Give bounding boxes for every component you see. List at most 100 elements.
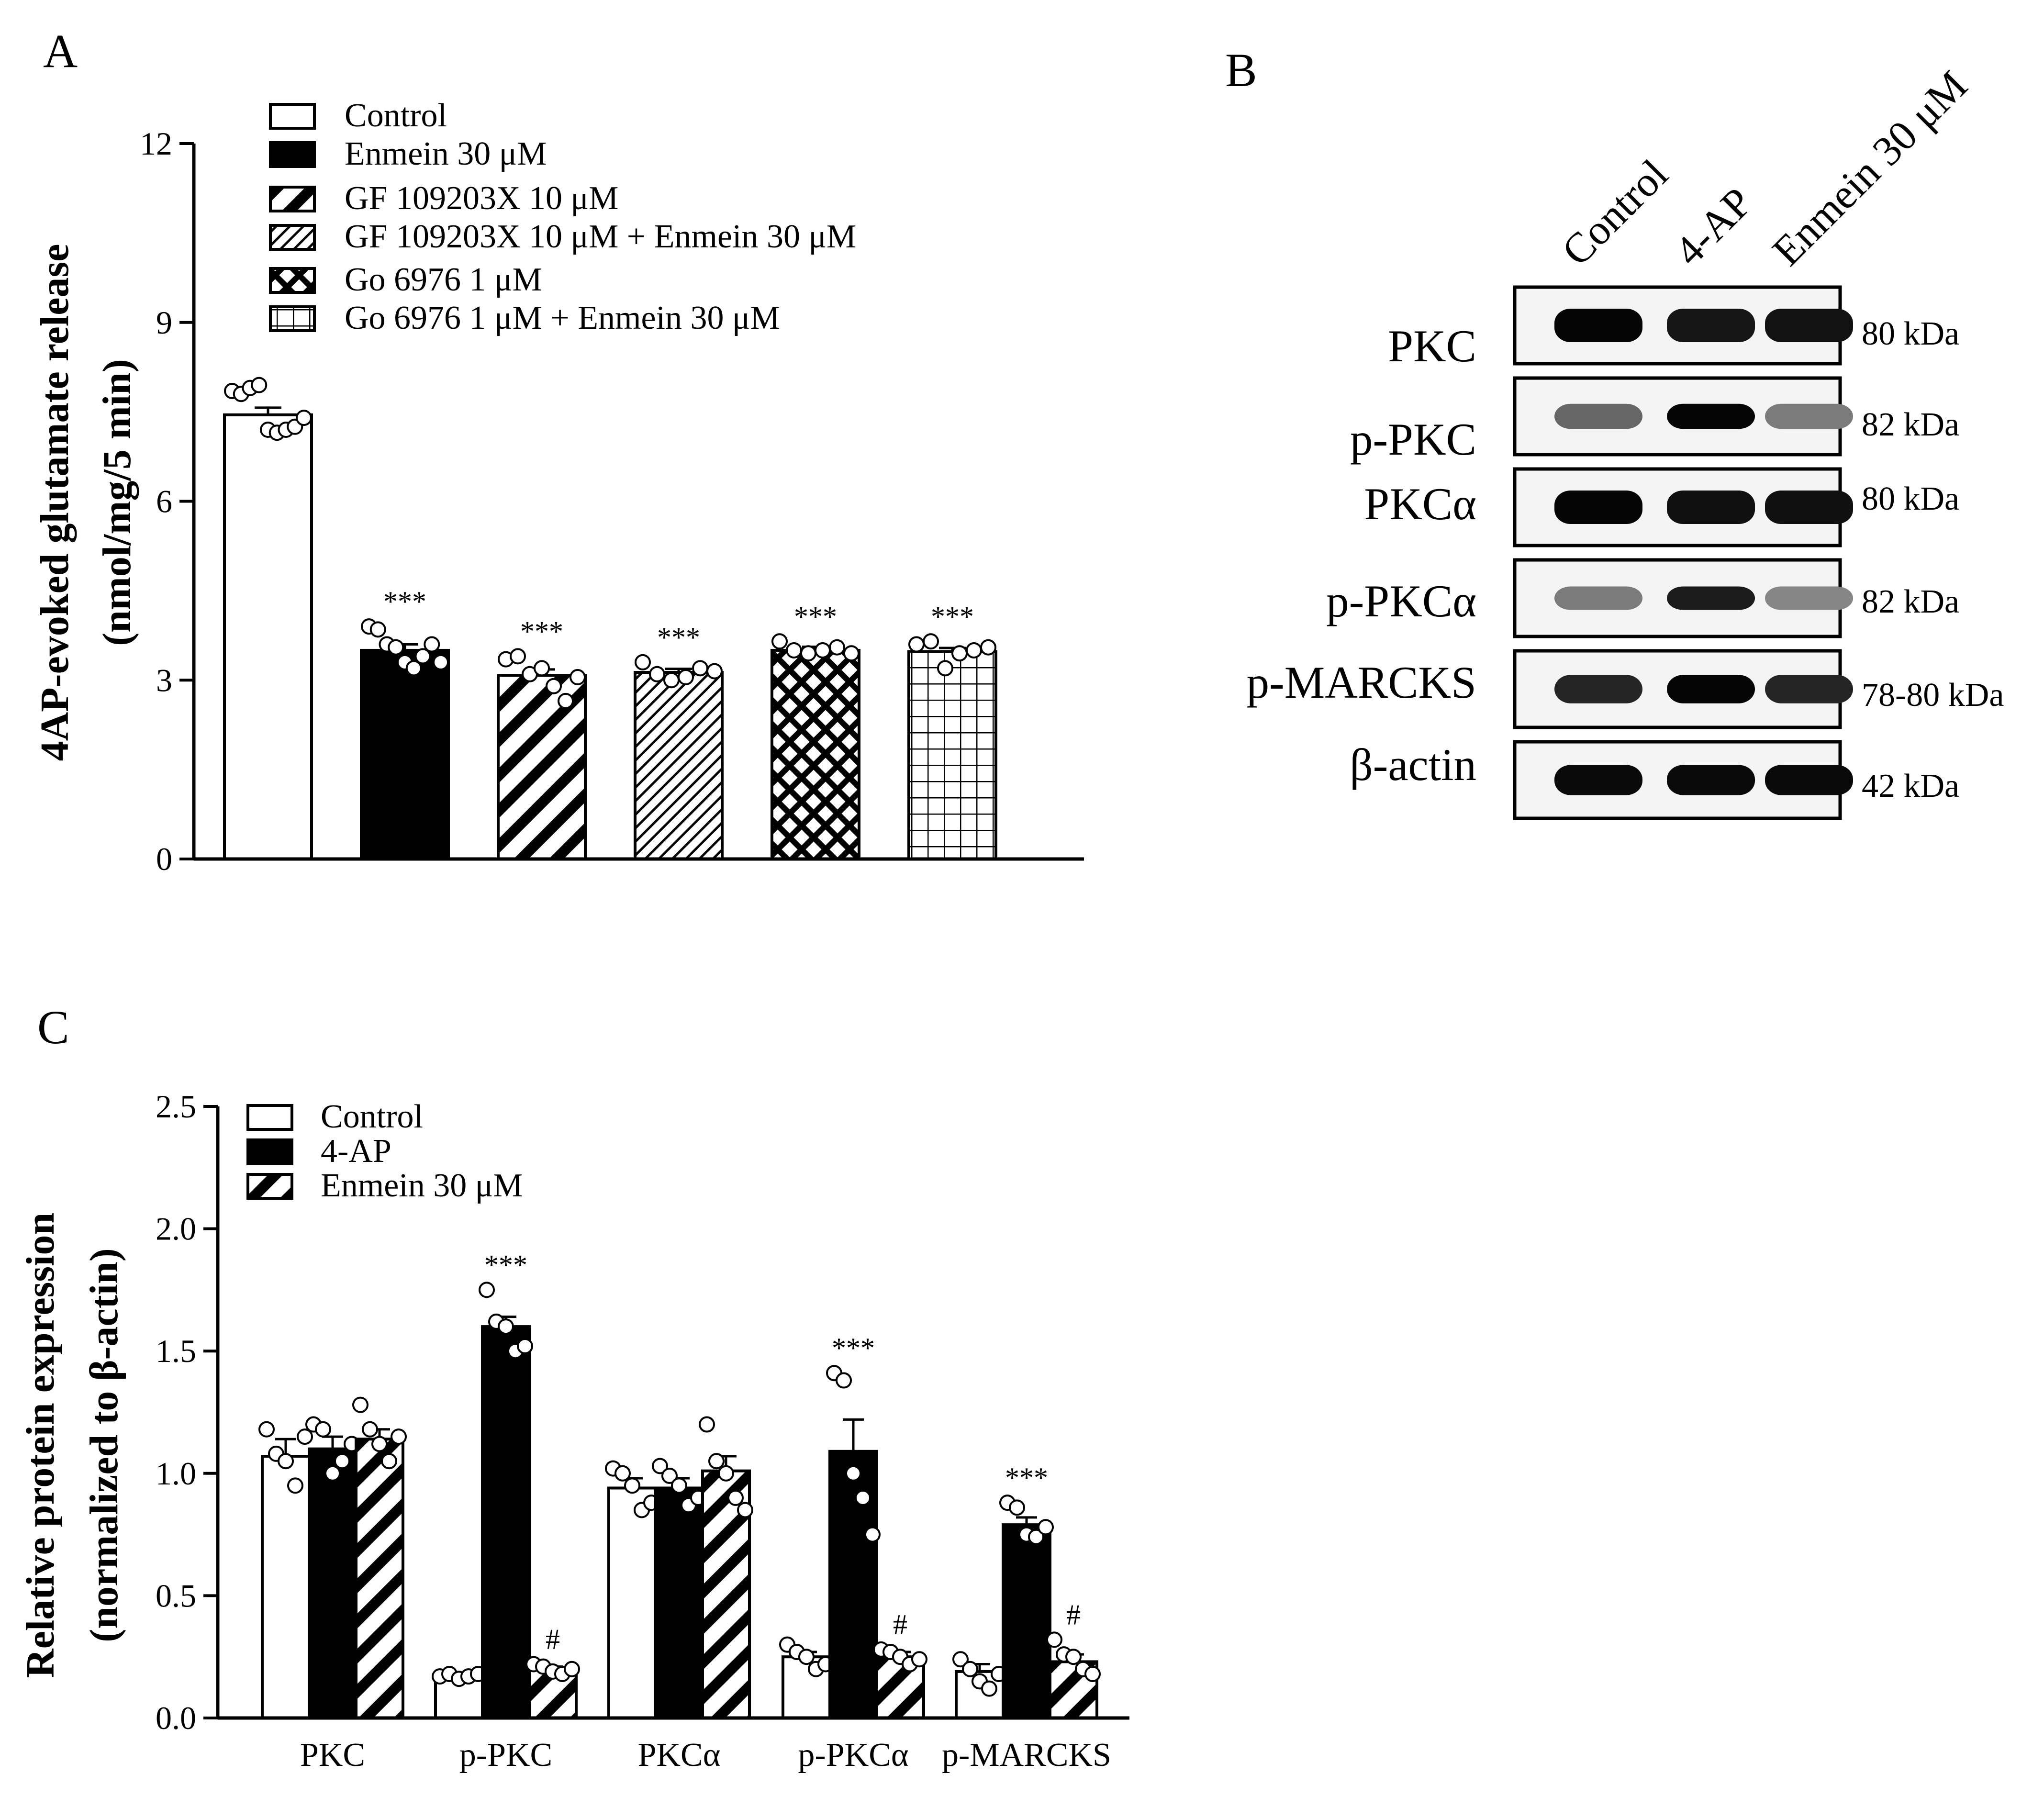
chart-c-legend-label: Control xyxy=(321,1098,423,1135)
chart-c-ytick-label: 0.5 xyxy=(156,1577,196,1614)
chart-a-bar xyxy=(223,413,313,860)
chart-a-data-point xyxy=(678,669,694,686)
chart-a-data-point xyxy=(908,636,925,653)
chart-a-significance: *** xyxy=(520,615,563,647)
chart-a-legend-label: Go 6976 1 μM + Enmein 30 μM xyxy=(345,300,780,336)
blot-band xyxy=(1667,765,1755,795)
chart-c-bar xyxy=(355,1438,404,1719)
chart-c-legend-swatch xyxy=(246,1173,293,1200)
chart-a-legend-swatch xyxy=(269,224,316,251)
chart-c-bar xyxy=(654,1486,704,1719)
blot-protein-label: p-PKCα xyxy=(1326,576,1476,626)
chart-c-data-point xyxy=(699,1416,715,1433)
chart-c-data-point xyxy=(278,1453,294,1470)
chart-c-ylabel-line1: Relative protein expression xyxy=(18,1213,63,1678)
chart-a-legend-swatch xyxy=(269,141,316,168)
chart-a-data-point xyxy=(786,642,802,658)
chart-a-legend-swatch xyxy=(269,267,316,294)
chart-c-data-point xyxy=(1084,1665,1101,1682)
chart-a-ytick-label: 3 xyxy=(156,662,172,698)
chart-c-bar xyxy=(607,1486,657,1719)
panel-label-b: B xyxy=(1225,44,1257,97)
chart-c-data-point xyxy=(652,1458,668,1474)
chart-a-data-point xyxy=(388,639,404,656)
chart-a-data-point xyxy=(424,636,440,653)
blot-band xyxy=(1765,491,1853,524)
chart-c-data-point xyxy=(371,1436,388,1452)
chart-a-legend-label: Go 6976 1 μM xyxy=(345,261,542,298)
chart-c-ytick-label: 1.0 xyxy=(156,1455,196,1492)
chart-c-bar xyxy=(261,1455,311,1720)
chart-a-bars: *** *** *** *** *** xyxy=(223,377,997,861)
chart-c-data-point xyxy=(864,1526,881,1543)
chart-c-legend-label: 4-AP xyxy=(321,1133,391,1170)
blot-band xyxy=(1554,675,1642,703)
chart-c-data-point xyxy=(708,1453,725,1470)
chart-a-data-point xyxy=(692,660,708,677)
chart-a-data-point xyxy=(980,639,996,656)
chart-c-data-point xyxy=(391,1428,407,1445)
chart-a-ytick-label: 0 xyxy=(156,841,172,877)
chart-c-data-point xyxy=(564,1661,580,1677)
chart-c-bar xyxy=(481,1325,531,1720)
chart-a-data-point xyxy=(951,645,968,662)
chart-c-significance: # xyxy=(546,1624,560,1655)
chart-a-data-point xyxy=(534,660,550,677)
chart-a-legend-label: GF 109203X 10 μM xyxy=(345,180,618,217)
chart-c-data-point xyxy=(962,1661,978,1677)
chart-c-bar xyxy=(1002,1523,1051,1720)
chart-c-data-point xyxy=(315,1421,331,1438)
chart-a-data-point xyxy=(843,645,860,662)
chart-c-axes: 0.0 0.5 1.0 1.5 2.0 2.5 PKC p-PKC PKCα p-PKCα p-MA… xyxy=(156,1088,1129,1774)
chart-c-ytick-label: 1.5 xyxy=(156,1333,196,1369)
chart-a-legend-label: GF 109203X 10 μM + Enmein 30 μM xyxy=(345,218,856,255)
blot-kda-label: 80 kDa xyxy=(1862,480,1959,517)
chart-c-bar xyxy=(828,1450,878,1719)
chart-a-data-point xyxy=(663,672,680,689)
chart-c-data-point xyxy=(258,1421,275,1438)
blot-band xyxy=(1667,403,1755,429)
chart-c-data-point xyxy=(661,1467,678,1484)
chart-c-data-point xyxy=(1065,1649,1082,1665)
chart-c-data-point xyxy=(911,1651,927,1668)
chart-a-significance: *** xyxy=(383,586,426,617)
blot-band xyxy=(1554,586,1642,610)
chart-a-data-point xyxy=(405,660,422,677)
chart-c-data-point xyxy=(517,1338,533,1354)
chart-c-data-point xyxy=(1028,1528,1044,1545)
chart-a-data-point xyxy=(800,645,816,662)
blot-protein-label: p-MARCKS xyxy=(1247,657,1476,708)
chart-c-data-point xyxy=(324,1465,341,1482)
chart-a-data-point xyxy=(966,642,982,658)
chart-c-bar xyxy=(308,1447,357,1719)
blot-lane-label: 4-AP xyxy=(1666,179,1762,275)
blot-protein-label: PKC xyxy=(1388,321,1476,371)
chart-c-data-point xyxy=(297,1428,313,1445)
chart-c-category-label: p-PKC xyxy=(459,1737,552,1774)
chart-a-axes: 0 3 6 9 12 xyxy=(140,125,1084,877)
chart-c-significance: *** xyxy=(484,1249,527,1281)
chart-a-data-point xyxy=(923,633,939,650)
blot-kda-label: 42 kDa xyxy=(1862,768,1959,804)
chart-c-data-point xyxy=(952,1651,969,1668)
blot-protein-label: PKCα xyxy=(1364,479,1476,529)
chart-c-data-point xyxy=(1038,1519,1054,1536)
chart-c-data-point xyxy=(479,1282,495,1298)
chart-c-category-label: PKC xyxy=(300,1737,365,1774)
chart-c-significance: *** xyxy=(832,1332,875,1364)
chart-c-data-point xyxy=(845,1465,861,1482)
chart-c-data-point xyxy=(798,1649,815,1665)
chart-c-data-point xyxy=(718,1465,734,1482)
blot-band xyxy=(1554,309,1642,342)
chart-c-data-point xyxy=(1009,1499,1025,1516)
chart-a-bar xyxy=(771,648,860,861)
blot-band xyxy=(1765,765,1853,795)
chart-a-ylabel-line2: (nmol/mg/5 min) xyxy=(95,359,139,646)
chart-c-data-point xyxy=(352,1396,369,1413)
panel-label-a: A xyxy=(43,24,78,78)
chart-a-significance: *** xyxy=(657,622,700,653)
